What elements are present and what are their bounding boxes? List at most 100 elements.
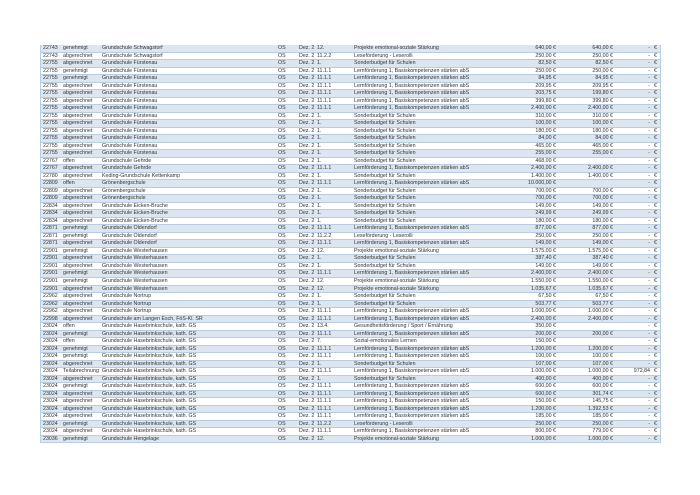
table-row[interactable]: 22834 abgerechnet Grundschule Eicken-Bruch… (41, 203, 660, 211)
table-row[interactable]: 22901 genehmigt Grundschule Westerhausen OS… (41, 270, 660, 278)
measure-name-cell: Leseförderung - Leserolli (354, 420, 413, 427)
table-row[interactable]: 23024 abgerechnet Grundschule Hasebrinksch… (41, 375, 660, 384)
remaining-amount-cell: - (648, 172, 650, 179)
table-row[interactable]: 22755 abgerechnet Grundschule Fürstenau OS D… (41, 60, 660, 68)
table-row[interactable]: 22998 abgerechnet Grundschule am Langen Es… (41, 315, 660, 324)
table-row[interactable]: 22901 genehmigt Grundschule Westerhausen OS… (41, 278, 660, 286)
table-row[interactable]: 22767 offen Grundschule Gehrde OS Dez. 2 1. So… (41, 158, 660, 166)
measure-name-cell: Lernförderung 1, Basiskompetenzen stärke… (354, 428, 470, 435)
table-row[interactable]: 22962 abgerechnet Grundschule Nortrup OS Dez… (41, 308, 660, 316)
table-row[interactable]: 22755 abgerechnet Grundschule Fürstenau OS D… (41, 113, 660, 121)
table-row[interactable]: 23024 genehmigt Grundschule Hasebrinkschul… (41, 345, 660, 354)
approved-amount-cell: 100,00 € (592, 120, 613, 127)
approved-amount-cell: 503,77 € (592, 300, 613, 307)
school-name-cell: Grundschule Hasebrinkschule, kath. GS (102, 383, 197, 390)
project-id-cell: 23024 (43, 345, 58, 352)
table-row[interactable]: 22767 abgerechnet Grundschule Gehrde OS Dez.… (41, 165, 660, 173)
table-row[interactable]: 22834 abgerechnet Grundschule Eicken-Bruch… (41, 210, 660, 218)
department-cell: Dez. 2 (299, 383, 315, 390)
project-id-cell: 23024 (43, 413, 58, 420)
currency-symbol: € (654, 405, 657, 412)
school-name-cell: Grundschule Westerhausen (102, 247, 168, 254)
table-row[interactable]: 23024 offen Grundschule Hasebrinkschule, k… (41, 338, 660, 346)
table-row[interactable]: 22871 abgerechnet Grundschule Oldendorf OS D… (41, 240, 660, 248)
table-row[interactable]: 22743 genehmigt Grundschule Schwagstorf OS D… (41, 45, 660, 53)
table-row[interactable]: 23024 genehmigt Grundschule Hasebrinkschul… (41, 353, 660, 361)
table-row[interactable]: 23024 abgerechnet Grundschule Hasebrinksch… (41, 428, 660, 436)
measure-name-cell: Lernförderung 1, Basiskompetenzen stärke… (354, 413, 470, 420)
remaining-amount-cell: - (648, 225, 650, 232)
remaining-amount-cell: - (648, 195, 650, 202)
remaining-amount-cell: 972,84 (633, 368, 650, 375)
table-row[interactable]: 22755 genehmigt Grundschule Fürstenau OS Dez… (41, 68, 660, 76)
measure-code-cell: 1. (317, 157, 322, 164)
department-cell: Dez. 2 (299, 368, 315, 375)
project-id-cell: 22962 (43, 308, 58, 315)
table-row[interactable]: 23024 Teilabrechnung Grundschule Hasebrink… (41, 368, 660, 376)
table-row[interactable]: 22755 abgerechnet Grundschule Fürstenau OS D… (41, 83, 660, 91)
table-row[interactable]: 23024 abgerechnet Grundschule Hasebrinksch… (41, 413, 660, 421)
status-cell: abgerechnet (63, 285, 93, 292)
table-row[interactable]: 22871 genehmigt Grundschule Oldendorf OS Dez… (41, 233, 660, 241)
table-row[interactable]: 22809 offen Grönenbergschule OS Dez. 2 11.1.1… (41, 180, 660, 188)
table-row[interactable]: 22809 abgerechnet Grönenbergschule OS Dez. 2… (41, 195, 660, 203)
school-type-cell: OS (278, 285, 286, 292)
project-id-cell: 22755 (43, 142, 58, 149)
table-row[interactable]: 22901 abgerechnet Grundschule Westerhausen… (41, 285, 660, 294)
table-row[interactable]: 22755 abgerechnet Grundschule Fürstenau OS D… (41, 135, 660, 143)
school-type-cell: OS (278, 165, 286, 172)
table-row[interactable]: 22834 abgerechnet Grundschule Eicken-Bruch… (41, 218, 660, 226)
requested-amount-cell: 1.200,00 € (530, 345, 556, 352)
table-row[interactable]: 23036 genehmigt Grundschule Hengelage OS Dez… (41, 435, 660, 444)
status-cell: abgerechnet (63, 195, 93, 202)
table-row[interactable]: 22780 abgerechnet Keding-Grundschule Kette… (41, 173, 660, 181)
measure-name-cell: Lernförderung 1, Basiskompetenzen stärke… (354, 82, 470, 89)
measure-code-cell: 11.1.1 (317, 75, 332, 82)
table-row[interactable]: 22962 abgerechnet Grundschule Nortrup OS Dez… (41, 293, 660, 301)
table-row[interactable]: 22755 abgerechnet Grundschule Fürstenau OS D… (41, 90, 660, 98)
status-cell: abgerechnet (63, 240, 93, 247)
approved-amount-cell: 145,75 € (592, 398, 613, 405)
table-row[interactable]: 22755 abgerechnet Grundschule Fürstenau OS D… (41, 120, 660, 128)
table-row[interactable]: 23024 abgerechnet Grundschule Hasebrinksch… (41, 390, 660, 399)
measure-code-cell: 11.1.1 (317, 67, 332, 74)
table-row[interactable]: 22755 genehmigt Grundschule Fürstenau OS Dez… (41, 75, 660, 83)
approved-amount-cell: 149,00 € (592, 240, 613, 247)
status-cell: abgerechnet (63, 172, 93, 179)
table-row[interactable]: 22901 abgerechnet Grundschule Westerhausen… (41, 255, 660, 263)
project-id-cell: 22743 (43, 52, 58, 59)
project-id-cell: 22755 (43, 60, 58, 67)
requested-amount-cell: 84,95 € (538, 75, 556, 82)
remaining-amount-cell: - (648, 135, 650, 142)
table-row[interactable]: 22743 abgerechnet Grundschule Schwagstorf O… (41, 53, 660, 61)
table-row[interactable]: 23024 genehmigt Grundschule Hasebrinkschul… (41, 330, 660, 339)
currency-symbol: € (654, 217, 657, 224)
table-row[interactable]: 22901 abgerechnet Grundschule Westerhausen… (41, 263, 660, 271)
table-row[interactable]: 23024 abgerechnet Grundschule Hasebrinksch… (41, 398, 660, 406)
project-id-cell: 22901 (43, 262, 58, 269)
approved-amount-cell: 1.400,00 € (587, 172, 613, 179)
table-row[interactable]: 22755 abgerechnet Grundschule Fürstenau OS D… (41, 150, 660, 158)
table-row[interactable]: 23024 abgerechnet Grundschule Hasebrinksch… (41, 405, 660, 414)
table-row[interactable]: 22809 abgerechnet Grönenbergschule OS Dez. 2… (41, 188, 660, 196)
table-row[interactable]: 23024 offen Grundschule Hasebrinkschule, k… (41, 323, 660, 331)
table-row[interactable]: 22755 abgerechnet Grundschule Fürstenau OS D… (41, 105, 660, 113)
table-row[interactable]: 23024 genehmigt Grundschule Hasebrinkschul… (41, 383, 660, 391)
table-row[interactable]: 23024 abgerechnet Grundschule Hasebrinksch… (41, 360, 660, 369)
table-row[interactable]: 22901 genehmigt Grundschule Westerhausen OS… (41, 248, 660, 256)
measure-code-cell: 11.1.1 (317, 270, 332, 277)
currency-symbol: € (654, 75, 657, 82)
table-row[interactable]: 22962 abgerechnet Grundschule Nortrup OS Dez… (41, 300, 660, 309)
status-cell: offen (63, 323, 75, 330)
table-row[interactable]: 22871 genehmigt Grundschule Oldendorf OS Dez… (41, 225, 660, 233)
remaining-amount-cell: - (648, 383, 650, 390)
measure-code-cell: 12. (317, 277, 325, 284)
school-type-cell: OS (278, 217, 286, 224)
table-row[interactable]: 22755 abgerechnet Grundschule Fürstenau OS D… (41, 143, 660, 151)
measure-code-cell: 11.2.2 (317, 52, 332, 59)
table-row[interactable]: 23024 genehmigt Grundschule Hasebrinkschul… (41, 420, 660, 429)
table-row[interactable]: 22755 abgerechnet Grundschule Fürstenau OS D… (41, 98, 660, 106)
measure-name-cell: Projekte emotional-soziale Stärkung (354, 45, 439, 51)
requested-amount-cell: 149,00 € (535, 262, 556, 269)
table-row[interactable]: 22755 abgerechnet Grundschule Fürstenau OS D… (41, 128, 660, 136)
